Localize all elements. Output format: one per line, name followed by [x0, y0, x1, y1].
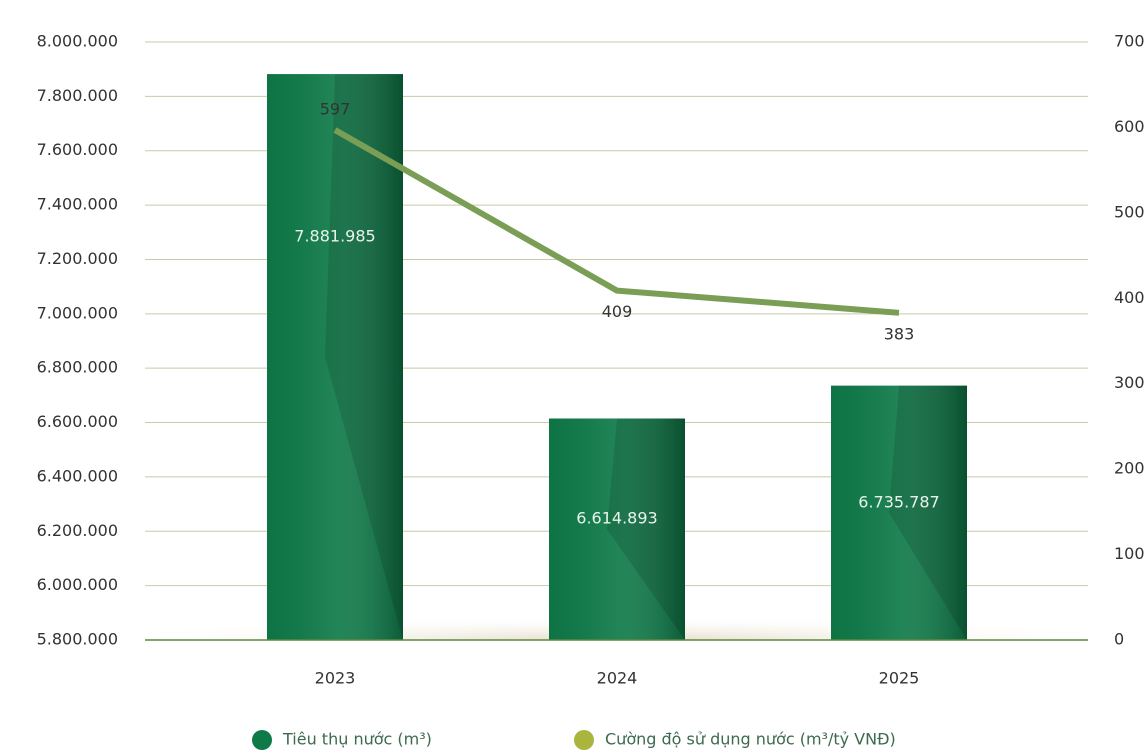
y2-tick-label: 0: [1114, 630, 1124, 649]
y-tick-label: 6.600.000: [37, 412, 118, 431]
y-tick-label: 6.000.000: [37, 575, 118, 594]
bar-shade: [267, 74, 403, 641]
bar-value-label: 6.735.787: [858, 492, 939, 511]
y-tick-label: 7.800.000: [37, 86, 118, 105]
y2-tick-label: 400: [1114, 288, 1145, 307]
bar-value-label: 7.881.985: [294, 227, 375, 246]
line-value-label: 409: [602, 302, 633, 321]
legend-label: Tiêu thụ nước (m³): [282, 730, 432, 749]
y2-tick-label: 700: [1114, 32, 1145, 51]
y2-tick-label: 300: [1114, 373, 1145, 392]
y-tick-label: 6.400.000: [37, 466, 118, 485]
y-tick-label: 7.600.000: [37, 140, 118, 159]
legend-label: Cường độ sử dụng nước (m³/tỷ VNĐ): [605, 730, 896, 749]
bar-facet: [325, 74, 403, 641]
bar-facet: [889, 385, 967, 640]
y-tick-label: 7.400.000: [37, 195, 118, 214]
y2-tick-label: 200: [1114, 459, 1145, 478]
y-tick-label: 5.800.000: [37, 630, 118, 649]
x-tick-label: 2025: [879, 669, 920, 688]
x-tick-label: 2024: [597, 669, 638, 688]
y2-tick-label: 500: [1114, 202, 1145, 221]
legend-marker: [574, 730, 594, 750]
y-tick-label: 8.000.000: [37, 32, 118, 51]
y-tick-label: 7.000.000: [37, 303, 118, 322]
line-value-label: 597: [320, 99, 351, 118]
bar-facet: [607, 418, 685, 640]
bar-shade: [549, 418, 685, 640]
bar-value-label: 6.614.893: [576, 509, 657, 528]
line-value-label: 383: [884, 324, 915, 343]
legend-marker: [252, 730, 272, 750]
y-tick-label: 6.200.000: [37, 521, 118, 540]
y-tick-label: 6.800.000: [37, 358, 118, 377]
y2-tick-label: 100: [1114, 544, 1145, 563]
line: [333, 127, 900, 316]
y2-tick-label: 600: [1114, 117, 1145, 136]
y-tick-label: 7.200.000: [37, 249, 118, 268]
bar-shade: [831, 385, 967, 640]
x-tick-label: 2023: [315, 669, 356, 688]
